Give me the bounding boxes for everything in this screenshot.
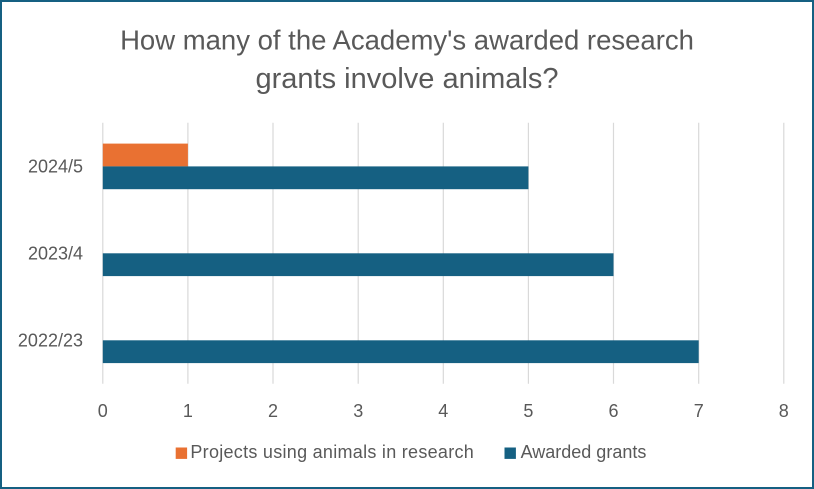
svg-text:0: 0 bbox=[98, 401, 108, 421]
svg-text:Awarded grants: Awarded grants bbox=[521, 442, 647, 462]
svg-text:1: 1 bbox=[183, 401, 193, 421]
svg-text:6: 6 bbox=[608, 401, 618, 421]
svg-text:2023/4: 2023/4 bbox=[28, 244, 83, 264]
svg-text:2: 2 bbox=[268, 401, 278, 421]
svg-text:grants involve animals?: grants involve animals? bbox=[255, 63, 558, 95]
svg-text:2022/23: 2022/23 bbox=[18, 331, 83, 351]
svg-text:3: 3 bbox=[353, 401, 363, 421]
svg-text:Projects using animals in rese: Projects using animals in research bbox=[190, 442, 474, 462]
svg-text:How many of the Academy's awar: How many of the Academy's awarded resear… bbox=[120, 24, 694, 55]
svg-text:8: 8 bbox=[779, 401, 789, 421]
svg-text:2024/5: 2024/5 bbox=[28, 157, 83, 177]
svg-text:5: 5 bbox=[523, 401, 533, 421]
svg-text:7: 7 bbox=[694, 401, 704, 421]
svg-text:4: 4 bbox=[438, 401, 448, 421]
